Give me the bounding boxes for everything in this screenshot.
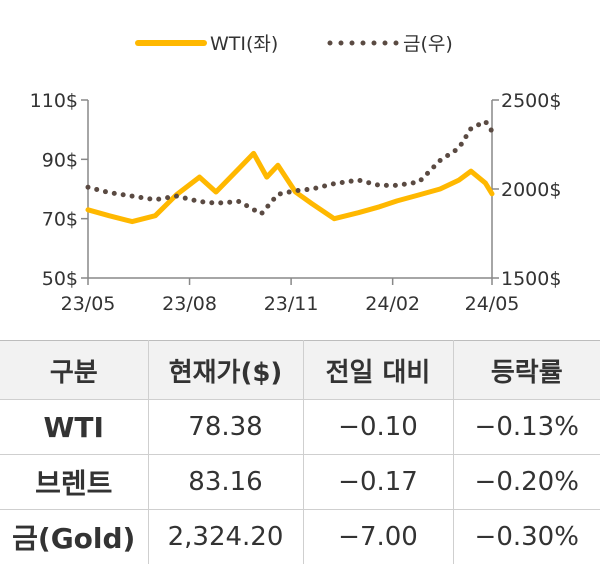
y-right-tick-label: 2500$: [501, 90, 561, 112]
y-right-tick-label: 1500$: [501, 268, 561, 290]
table-header-cell: 구분: [0, 341, 148, 400]
chart-legend: WTI(좌) 금(우): [138, 33, 453, 55]
table-row-label: 금(Gold): [0, 510, 148, 564]
table-header-cell: 등락률: [453, 341, 600, 400]
x-tick-label: 23/05: [61, 293, 116, 315]
table-row-label: 브렌트: [0, 455, 148, 510]
price-summary-table: 구분 현재가($) 전일 대비 등락률 WTI 78.38 −0.10 −0.1…: [0, 340, 600, 564]
table-cell: −0.17: [303, 455, 453, 510]
price-chart: WTI(좌) 금(우) 50$ 70$ 90$ 110$ 1500$ 2000$ 2500$ 2…: [0, 0, 600, 330]
table-cell: 2,324.20: [148, 510, 303, 564]
legend-label: 금(우): [403, 33, 453, 55]
x-tick-label: 23/08: [162, 293, 217, 315]
y-right-tick-label: 2000$: [501, 179, 561, 201]
table-cell: 83.16: [148, 455, 303, 510]
x-tick-label: 24/05: [465, 293, 520, 315]
table-cell: −0.30%: [453, 510, 600, 564]
table-cell: −0.10: [303, 400, 453, 455]
table-cell: −0.13%: [453, 400, 600, 455]
series-line-wti: [88, 153, 492, 221]
y-left-tick-label: 50$: [42, 268, 78, 290]
table-row-label: WTI: [0, 400, 148, 455]
table-cell: −7.00: [303, 510, 453, 564]
table-cell: −0.20%: [453, 455, 600, 510]
y-left-tick-label: 90$: [42, 149, 78, 171]
x-tick-label: 23/11: [264, 293, 319, 315]
table-header-cell: 현재가($): [148, 341, 303, 400]
table-row: 금(Gold) 2,324.20 −7.00 −0.30%: [0, 510, 600, 564]
table-header-cell: 전일 대비: [303, 341, 453, 400]
series-line-gold: [88, 121, 492, 213]
chart-plot-area: [88, 121, 492, 221]
table-row: WTI 78.38 −0.10 −0.13%: [0, 400, 600, 455]
table-row: 브렌트 83.16 −0.17 −0.20%: [0, 455, 600, 510]
x-tick-label: 24/02: [365, 293, 420, 315]
chart-axes: 50$ 70$ 90$ 110$ 1500$ 2000$ 2500$ 23/05 23/08 23…: [30, 90, 562, 315]
legend-label: WTI(좌): [210, 33, 278, 55]
table-cell: 78.38: [148, 400, 303, 455]
table-header-row: 구분 현재가($) 전일 대비 등락률: [0, 341, 600, 400]
y-left-tick-label: 110$: [30, 90, 78, 112]
y-left-tick-label: 70$: [42, 209, 78, 231]
